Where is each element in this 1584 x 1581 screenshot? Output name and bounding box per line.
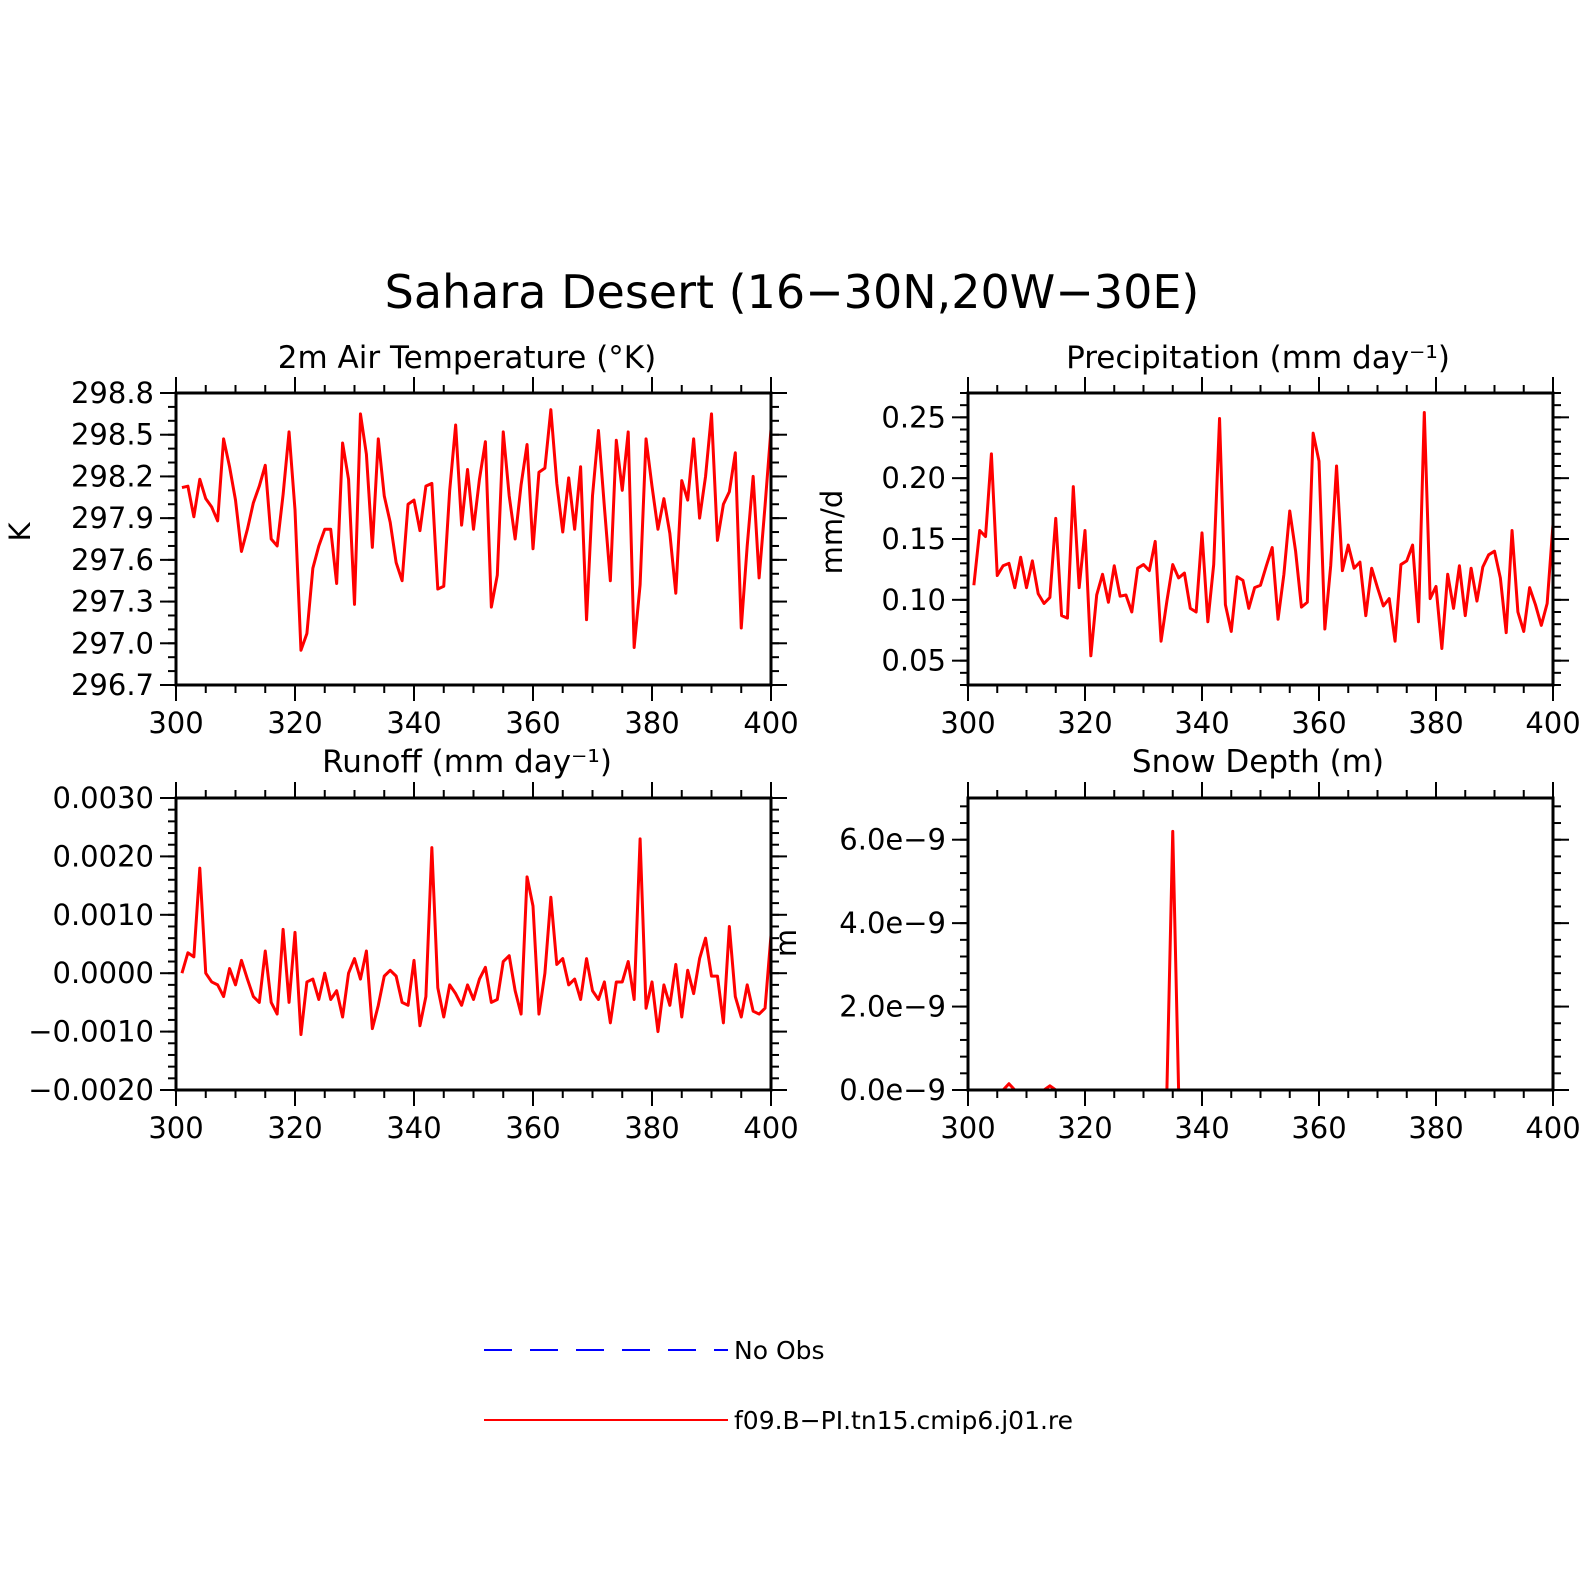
y-axis-label: m [769,929,803,957]
y-tick-label: 4.0e−9 [839,906,946,940]
legend: No Obs f09.B−PI.tn15.cmip6.j01.re [484,1336,1073,1435]
x-tick-label: 340 [1174,706,1229,740]
x-tick-label: 360 [1291,706,1346,740]
x-tick-label: 360 [505,1111,560,1145]
x-tick-label: 340 [386,1111,441,1145]
y-tick-label: 297.0 [71,626,154,660]
y-tick-label: 0.0030 [53,781,154,815]
series-line [181,408,773,652]
y-axis-label: mm/d [815,490,849,575]
x-tick-label: 400 [1525,1111,1580,1145]
y-tick-label: 297.6 [71,543,154,577]
series-line [972,410,1555,658]
panel-air-temperature: 2m Air Temperature (°K) K 300 320 340 360 38… [3,340,799,740]
y-tick-label: 298.8 [71,376,154,410]
plot-frame [174,796,773,1092]
x-tick-label: 380 [624,706,679,740]
x-tick-label: 320 [267,706,322,740]
x-tick-label: 300 [940,706,995,740]
y-tick-label: 0.05 [881,644,946,678]
x-tick-label: 300 [148,1111,203,1145]
x-tick-label: 320 [1057,1111,1112,1145]
y-tick-label: −0.0020 [28,1073,154,1107]
panel-title: Precipitation (mm day⁻¹) [1066,340,1450,376]
y-axis-label: K [3,522,37,542]
x-tick-label: 300 [148,706,203,740]
y-tick-label: 2.0e−9 [839,990,946,1024]
x-tick-label: 400 [1525,706,1580,740]
x-tick-label: 380 [1408,1111,1463,1145]
y-tick-label: 0.0000 [53,956,154,990]
y-tick-label: 0.25 [881,400,946,434]
x-tick-label: 340 [1174,1111,1229,1145]
panel-title: Runoff (mm day⁻¹) [322,744,612,780]
x-tick-label: 400 [743,1111,798,1145]
panel-title: 2m Air Temperature (°K) [278,340,656,376]
panel-runoff: Runoff (mm day⁻¹) 300 320 340 360 380 400 0.00… [28,744,798,1145]
y-tick-label: −0.0010 [28,1015,154,1049]
main-title: Sahara Desert (16−30N,20W−30E) [385,265,1200,319]
plot-frame [966,796,1555,1092]
panel-snow-depth: Snow Depth (m) m 300 320 340 360 380 400 6.0e−… [769,744,1581,1145]
series-line [973,829,1553,1092]
y-tick-label: 0.20 [881,461,946,495]
y-tick-label: 297.9 [71,501,154,535]
x-tick-label: 300 [940,1111,995,1145]
x-tick-label: 340 [386,706,441,740]
y-tick-label: 298.5 [71,418,154,452]
x-tick-label: 400 [743,706,798,740]
legend-label-model: f09.B−PI.tn15.cmip6.j01.re [734,1406,1073,1435]
x-tick-label: 380 [1408,706,1463,740]
y-tick-label: 0.0020 [53,839,154,873]
x-tick-label: 360 [1291,1111,1346,1145]
x-tick-label: 360 [505,706,560,740]
y-tick-label: 0.0010 [53,898,154,932]
x-tick-label: 380 [624,1111,679,1145]
y-tick-label: 297.3 [71,585,154,619]
x-tick-label: 320 [267,1111,322,1145]
legend-label-no-obs: No Obs [734,1336,825,1365]
panel-title: Snow Depth (m) [1132,744,1384,780]
series-line [180,837,773,1037]
x-tick-label: 320 [1057,706,1112,740]
y-tick-label: 296.7 [71,668,154,702]
y-tick-label: 6.0e−9 [839,823,946,857]
panel-precipitation: Precipitation (mm day⁻¹) mm/d 300 320 340 3… [815,340,1581,740]
y-tick-label: 0.10 [881,583,946,617]
y-tick-label: 298.2 [71,459,154,493]
y-tick-label: 0.15 [881,522,946,556]
plot-frame [174,391,773,687]
y-tick-label: 0.0e−9 [839,1073,946,1107]
